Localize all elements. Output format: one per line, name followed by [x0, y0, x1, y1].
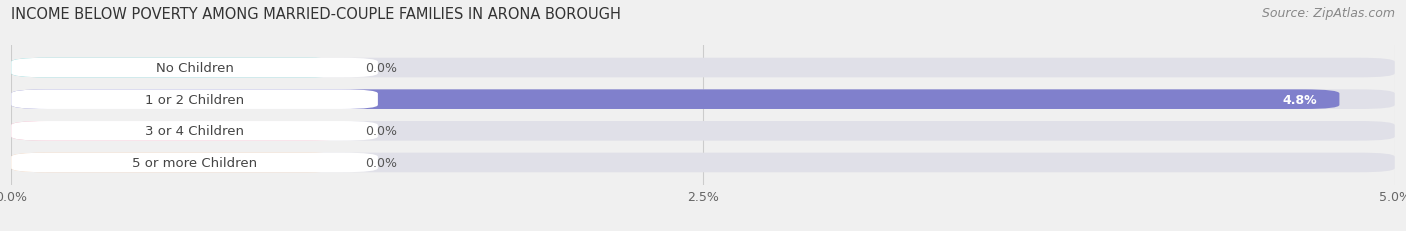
FancyBboxPatch shape	[11, 90, 1395, 109]
FancyBboxPatch shape	[11, 153, 378, 173]
Text: 0.0%: 0.0%	[366, 62, 398, 75]
FancyBboxPatch shape	[11, 153, 1395, 173]
Text: Source: ZipAtlas.com: Source: ZipAtlas.com	[1261, 7, 1395, 20]
Text: 3 or 4 Children: 3 or 4 Children	[145, 125, 245, 138]
FancyBboxPatch shape	[11, 122, 343, 141]
FancyBboxPatch shape	[11, 58, 343, 78]
FancyBboxPatch shape	[11, 153, 343, 173]
FancyBboxPatch shape	[11, 58, 1395, 78]
Text: 4.8%: 4.8%	[1282, 93, 1317, 106]
Text: 1 or 2 Children: 1 or 2 Children	[145, 93, 245, 106]
FancyBboxPatch shape	[11, 90, 1340, 109]
FancyBboxPatch shape	[11, 122, 378, 141]
Text: 5 or more Children: 5 or more Children	[132, 156, 257, 169]
Text: 0.0%: 0.0%	[366, 156, 398, 169]
Text: No Children: No Children	[156, 62, 233, 75]
FancyBboxPatch shape	[11, 58, 378, 78]
Text: 0.0%: 0.0%	[366, 125, 398, 138]
Text: INCOME BELOW POVERTY AMONG MARRIED-COUPLE FAMILIES IN ARONA BOROUGH: INCOME BELOW POVERTY AMONG MARRIED-COUPL…	[11, 7, 621, 22]
FancyBboxPatch shape	[11, 90, 378, 109]
FancyBboxPatch shape	[11, 122, 1395, 141]
